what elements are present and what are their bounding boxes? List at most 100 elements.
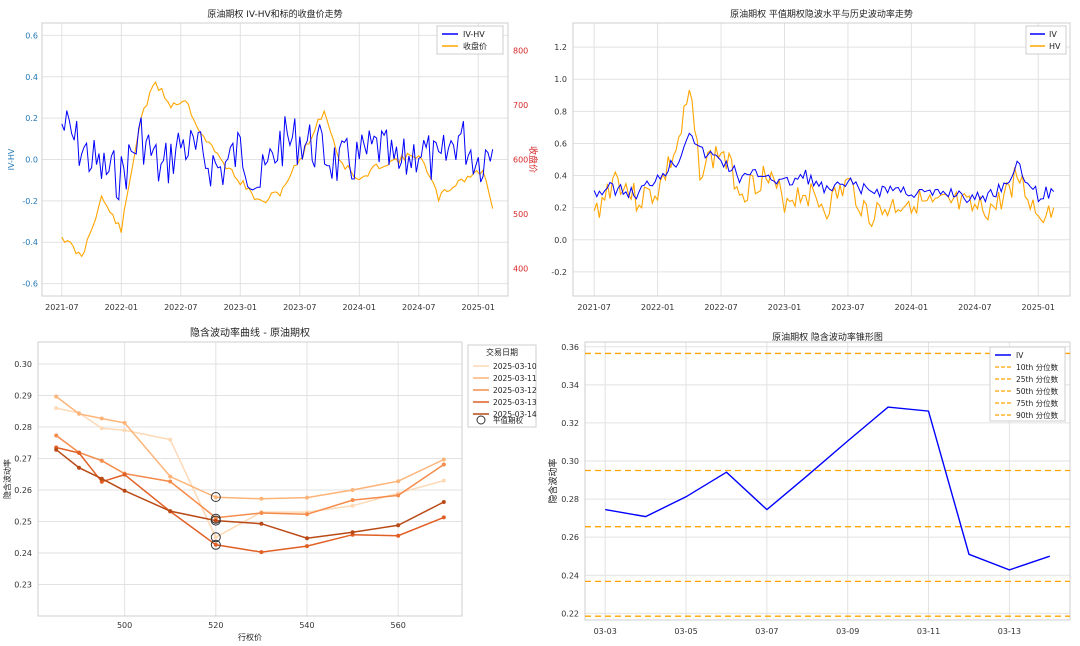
p2-legend: IV HV xyxy=(1025,25,1067,55)
p3-series-2-point xyxy=(441,462,446,467)
p3-series-3-point xyxy=(259,550,264,555)
p2-xtick-label: 2022-01 xyxy=(641,303,674,312)
p3-series-2-point xyxy=(213,515,218,520)
p2-series-hv-line xyxy=(593,89,1055,228)
p3-ytick-label: 0.23 xyxy=(14,581,32,590)
p3-series-2-point xyxy=(99,458,104,463)
p3-series-1-point xyxy=(122,420,127,425)
p3-ylabel: 隐含波动率 xyxy=(2,459,12,499)
p3-series-4-point xyxy=(77,465,81,470)
p3-series-4-point xyxy=(350,530,355,535)
p3-series-4-point xyxy=(441,500,446,504)
p3-ytick-label: 0.24 xyxy=(14,549,32,558)
p1-ytick-label: -0.2 xyxy=(22,197,38,206)
p3-legend-atm-marker xyxy=(476,415,486,425)
p1-ytick-label: 0.2 xyxy=(25,114,38,123)
p3-series-4-point xyxy=(168,509,173,514)
p3-series-4-point xyxy=(305,536,309,541)
p1-legend-close-label: 收盘价 xyxy=(463,41,487,51)
p3-series-3-point xyxy=(122,472,127,477)
p4-legend-pct-label-0: 10th 分位数 xyxy=(1016,362,1059,372)
p3-ytick-label: 0.29 xyxy=(14,392,32,401)
p3-series-3-point xyxy=(213,542,218,547)
p3-series-1-point xyxy=(77,411,81,416)
p1-y2tick-label: 600 xyxy=(513,156,528,165)
p2-xtick-label: 2021-07 xyxy=(577,303,610,312)
p3-series-3-point xyxy=(77,450,81,455)
p2-xtick-label: 2024-07 xyxy=(958,303,991,312)
p1-legend-box xyxy=(436,25,504,55)
p1-legend-ivhv-label: IV-HV xyxy=(463,30,485,39)
p3-series-4-point xyxy=(122,488,127,493)
p3-atm-marker xyxy=(210,532,221,543)
p3-series-1-point xyxy=(99,416,104,421)
p3-series-0-point xyxy=(54,406,59,411)
p3-atm-marker xyxy=(210,539,221,550)
p2-ytick-label: 0.2 xyxy=(554,204,567,213)
p1-xtick-label: 2024-01 xyxy=(343,303,376,312)
p3-xtick-label: 500 xyxy=(117,621,132,630)
p3-legend-label-1: 2025-03-11 xyxy=(493,374,537,383)
p3-legend-atm-label: 平值期权 xyxy=(493,415,523,425)
p4-legend-pct-label-3: 75th 分位数 xyxy=(1016,398,1059,408)
p1-xtick-label: 2025-01 xyxy=(462,303,495,312)
p1-series-ivhv-line xyxy=(61,110,494,201)
p3-series-1-line xyxy=(55,395,445,500)
p3-series-4-point xyxy=(213,518,218,523)
p2-legend-hv-label: HV xyxy=(1049,42,1061,51)
p4-ytick-label: 0.28 xyxy=(561,495,579,504)
p2-ytick-label: 1.0 xyxy=(554,75,567,84)
p4-title: 原油期权 隐含波动率锥形图 xyxy=(772,331,883,343)
p3-series-2-point xyxy=(305,512,309,517)
p2-ytick-label: 0.4 xyxy=(554,172,567,181)
p3-series-0-point xyxy=(99,426,104,431)
p3-ytick-label: 0.25 xyxy=(14,518,32,527)
p2-xtick-label: 2024-01 xyxy=(895,303,928,312)
p1-xtick-label: 2022-07 xyxy=(164,303,197,312)
p3-series-4-point xyxy=(259,521,264,526)
p3-series-2-point xyxy=(168,479,173,484)
p3-ytick-label: 0.28 xyxy=(14,423,32,432)
p3-series-1-point xyxy=(54,394,59,399)
p4-xtick-label: 03-11 xyxy=(917,627,940,636)
p4-xtick-label: 03-03 xyxy=(594,627,617,636)
p4-ytick-label: 0.34 xyxy=(561,381,579,390)
p3-legend: 交易日期 2025-03-10 2025-03-11 2025-03-12 2025-0… xyxy=(467,344,537,428)
p2-series-iv-line xyxy=(593,132,1055,204)
p4-xtick-label: 03-05 xyxy=(674,627,697,636)
p3-series-1-point xyxy=(168,474,173,479)
p2-legend-iv-label: IV xyxy=(1049,30,1057,39)
p3-series-4-point xyxy=(396,523,401,528)
p3-series-3-point xyxy=(441,515,446,520)
p3-xtick-label: 520 xyxy=(208,621,223,630)
p3-series-3-point xyxy=(396,533,401,538)
p1-legend: IV-HV 收盘价 xyxy=(436,25,504,55)
p2-xtick-label: 2023-01 xyxy=(768,303,801,312)
p2-ytick-label: 1.2 xyxy=(554,43,567,52)
p4-frame xyxy=(584,341,1071,621)
p1-xtick-label: 2024-07 xyxy=(402,303,435,312)
p3-frame xyxy=(37,341,463,617)
p4-legend: IV 10th 分位数 25th 分位数 50th 分位数 75th 分位数 90th 分… xyxy=(989,346,1066,422)
p3-ytick-label: 0.30 xyxy=(14,360,32,369)
p3-series-1-point xyxy=(213,495,218,500)
p4-legend-pct-label-4: 90th 分位数 xyxy=(1016,410,1059,420)
p3-series-3-point xyxy=(305,544,309,549)
p2-xtick-label: 2023-07 xyxy=(831,303,864,312)
p3-series-4-point xyxy=(99,476,104,481)
p1-ytick-label: 0.0 xyxy=(25,156,38,165)
p3-series-4-line xyxy=(55,449,445,539)
p1-ytick-label: 0.6 xyxy=(25,31,38,40)
p4-xtick-label: 03-09 xyxy=(836,627,859,636)
p3-series-2-point xyxy=(54,433,59,438)
p3-series-3-line xyxy=(56,446,445,553)
p1-xtick-label: 2021-07 xyxy=(45,303,78,312)
p2-ytick-label: -0.2 xyxy=(551,268,567,277)
p3-series-1-point xyxy=(350,488,355,492)
p3-series-1-point xyxy=(441,457,446,462)
p2-xtick-label: 2022-07 xyxy=(704,303,737,312)
p3-series-1-point xyxy=(259,496,264,501)
p1-ytick-label: -0.4 xyxy=(22,238,38,247)
